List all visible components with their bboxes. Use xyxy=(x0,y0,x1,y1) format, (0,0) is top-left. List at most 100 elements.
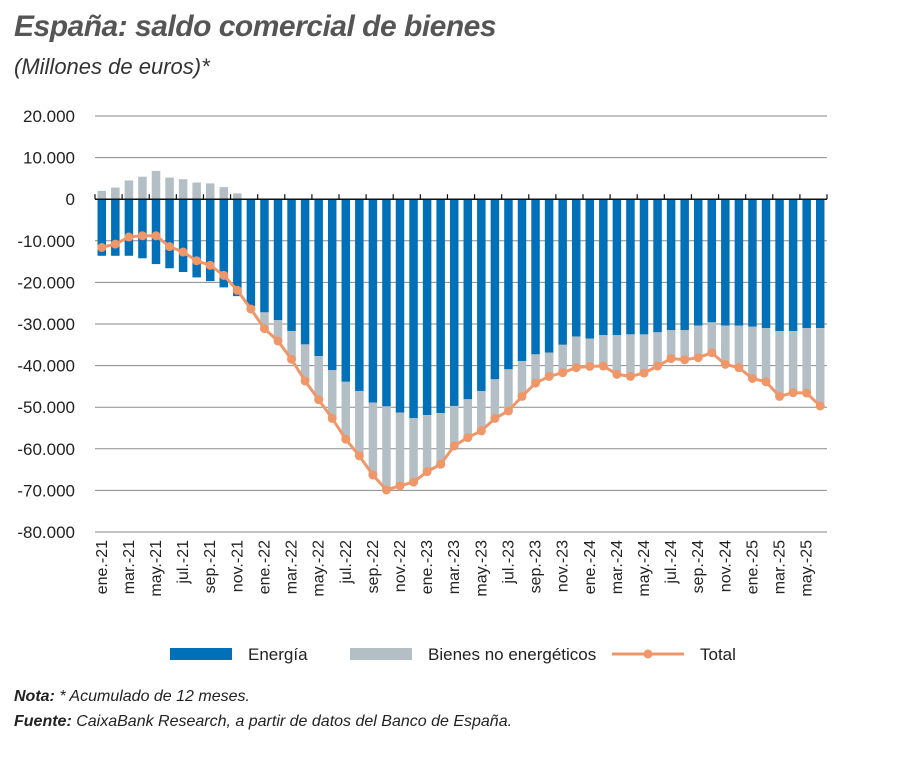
x-tick-label: nov.-22 xyxy=(392,540,409,592)
bar-bienes-no-energeticos xyxy=(707,322,717,353)
bar-bienes-no-energeticos xyxy=(205,183,215,200)
bar-bienes-no-energeticos xyxy=(151,170,161,200)
total-point xyxy=(517,391,527,401)
total-point xyxy=(422,467,432,477)
total-point xyxy=(381,485,391,495)
bar-bienes-no-energeticos xyxy=(178,179,188,200)
bar-bienes-no-energeticos xyxy=(585,338,595,367)
bar-bienes-no-energeticos xyxy=(612,335,622,375)
bar-energia xyxy=(233,199,242,297)
bar-energia xyxy=(775,199,784,332)
bar-energia xyxy=(368,199,378,403)
y-tick-label: 0 xyxy=(66,190,75,209)
total-point xyxy=(775,391,785,401)
bar-energia xyxy=(477,199,486,391)
total-point xyxy=(341,434,351,444)
x-tick-label: mar.-21 xyxy=(121,540,138,594)
x-tick-label: sep.-23 xyxy=(528,540,545,593)
bar-bienes-no-energeticos xyxy=(382,406,391,490)
bar-bienes-no-energeticos xyxy=(626,334,635,377)
total-point xyxy=(219,270,229,280)
y-tick-label: -30.000 xyxy=(17,315,75,334)
bar-energia xyxy=(544,199,554,353)
total-point xyxy=(802,388,812,398)
bar-energia xyxy=(314,199,323,357)
bar-energia xyxy=(165,199,174,269)
x-tick-label: jul.-22 xyxy=(338,540,355,585)
chart: 20.000 10.000 0 -10.000 -20.000 -30.000 -40.00… xyxy=(17,107,828,664)
total-point xyxy=(192,256,202,266)
x-tick-label: nov.-21 xyxy=(229,540,246,592)
x-tick-label: ene.-24 xyxy=(582,540,599,594)
y-tick-label: -70.000 xyxy=(17,481,75,500)
bar-energia xyxy=(815,199,825,329)
total-point xyxy=(653,361,663,371)
bar-energia xyxy=(802,199,811,329)
total-point xyxy=(395,481,405,491)
bar-bienes-no-energeticos xyxy=(558,344,567,373)
total-point xyxy=(639,368,649,378)
bar-energia xyxy=(436,199,445,414)
x-tick-label: may.-25 xyxy=(799,540,816,597)
bar-bienes-no-energeticos xyxy=(165,177,174,200)
total-point xyxy=(558,368,568,378)
x-tick-label: jul.-23 xyxy=(500,540,517,585)
legend-label: Bienes no energéticos xyxy=(428,645,596,664)
bar-bienes-no-energeticos xyxy=(788,331,798,393)
x-tick-label: may.-22 xyxy=(311,540,328,597)
note-label: Nota: xyxy=(14,688,55,705)
total-point xyxy=(761,377,771,387)
total-point xyxy=(490,413,500,423)
x-tick-label: mar.-24 xyxy=(609,540,626,594)
x-tick-label: mar.-23 xyxy=(446,540,463,594)
total-point xyxy=(503,406,513,416)
y-tick-label: 10.000 xyxy=(23,149,75,168)
bar-bienes-no-energeticos xyxy=(761,328,771,382)
bar-energia xyxy=(463,199,473,400)
y-tick-label: -50.000 xyxy=(17,398,75,417)
bar-bienes-no-energeticos xyxy=(463,399,473,438)
bar-bienes-no-energeticos xyxy=(287,331,296,360)
total-point xyxy=(205,260,215,270)
legend-swatch-0 xyxy=(170,648,232,660)
bar-energia xyxy=(192,199,201,278)
bar-energia xyxy=(355,199,364,391)
bar-energia xyxy=(219,199,229,288)
x-tick-label: ene.-23 xyxy=(419,540,436,594)
bar-energia xyxy=(693,199,703,326)
total-point xyxy=(680,355,690,365)
bar-energia xyxy=(788,199,798,332)
bar-energia xyxy=(653,199,662,333)
bar-bienes-no-energeticos xyxy=(571,336,581,368)
bar-energia xyxy=(341,199,351,382)
bar-energia xyxy=(612,199,622,336)
bar-bienes-no-energeticos xyxy=(544,352,554,377)
bar-energia xyxy=(734,199,744,326)
bar-bienes-no-energeticos xyxy=(355,390,364,456)
bar-energia xyxy=(327,199,337,371)
total-point xyxy=(232,285,242,295)
bar-energia xyxy=(382,199,391,407)
x-tick-label: mar.-25 xyxy=(772,540,789,594)
bar-bienes-no-energeticos xyxy=(341,381,351,440)
y-tick-label: -20.000 xyxy=(17,273,75,292)
y-tick-label: -40.000 xyxy=(17,357,75,376)
total-point xyxy=(734,363,744,373)
bar-bienes-no-energeticos xyxy=(97,190,107,200)
bar-energia xyxy=(246,199,256,307)
bar-energia xyxy=(395,199,405,413)
legend-marker-total xyxy=(643,649,653,659)
total-point xyxy=(747,373,757,383)
bar-energia xyxy=(287,199,296,332)
x-tick-label: nov.-23 xyxy=(555,540,572,592)
bar-bienes-no-energeticos xyxy=(138,176,147,200)
x-tick-label: mar.-22 xyxy=(284,540,301,594)
bar-bienes-no-energeticos xyxy=(721,325,730,365)
bar-bienes-no-energeticos xyxy=(314,356,323,400)
total-point xyxy=(476,426,486,436)
x-tick-label: sep.-21 xyxy=(202,540,219,593)
total-point xyxy=(625,371,635,381)
total-point xyxy=(151,231,161,241)
bar-energia xyxy=(422,199,432,416)
bar-bienes-no-energeticos xyxy=(368,402,378,476)
